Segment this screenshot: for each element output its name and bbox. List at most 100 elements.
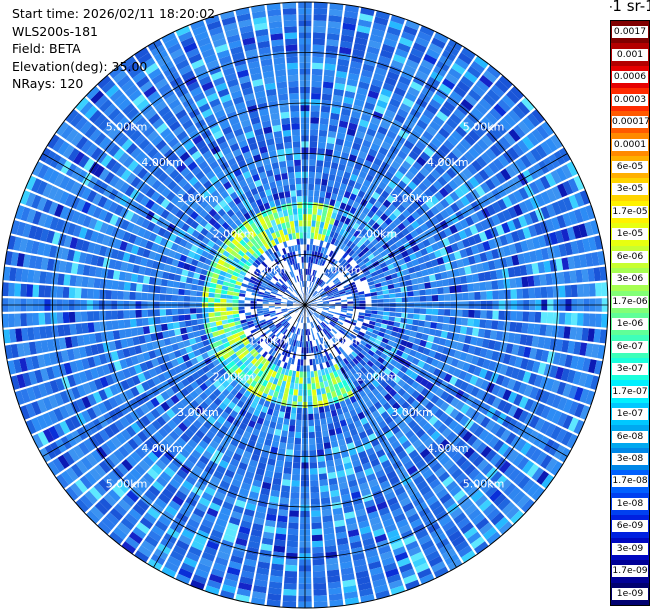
ray-gate	[342, 323, 349, 328]
ray-gate	[343, 190, 351, 199]
ray-gate	[111, 280, 119, 290]
ray-gate	[533, 222, 543, 236]
ray-gate	[334, 200, 341, 208]
ray-gate	[340, 40, 353, 49]
ray-gate	[279, 497, 290, 505]
ray-gate	[356, 25, 371, 34]
ray-gate	[564, 285, 572, 298]
ray-gate	[392, 208, 402, 218]
ray-gate	[341, 108, 351, 117]
ray-gate	[238, 293, 246, 297]
ray-gate	[291, 401, 297, 408]
ray-gate	[450, 309, 457, 317]
ray-gate	[339, 183, 347, 191]
ray-gate	[573, 255, 582, 269]
ray-gate	[493, 341, 502, 351]
ray-gate	[419, 151, 431, 162]
ray-gate	[86, 288, 94, 299]
ray-gate	[411, 325, 419, 332]
ray-gate	[316, 300, 323, 303]
ray-gate	[486, 204, 497, 216]
ray-gate	[349, 206, 357, 215]
ray-gate	[485, 319, 493, 329]
ray-gate	[516, 311, 524, 322]
ray-gate	[456, 360, 465, 370]
ray-gate	[302, 329, 305, 336]
ray-gate	[183, 308, 191, 315]
ray-gate	[328, 15, 342, 23]
ray-gate	[400, 263, 408, 271]
ray-gate	[282, 473, 292, 481]
ray-gate	[449, 90, 463, 103]
ray-gate	[339, 202, 347, 210]
ray-gate	[326, 210, 333, 218]
ray-gate	[318, 272, 323, 279]
ray-gate	[480, 379, 490, 391]
ray-gate	[405, 195, 415, 205]
ray-gate	[328, 174, 336, 182]
ray-gate	[422, 238, 431, 248]
ray-gate	[354, 195, 363, 204]
ray-gate	[361, 69, 373, 79]
ray-gate	[503, 113, 517, 128]
ray-gate	[380, 213, 389, 222]
ray-gate	[305, 293, 308, 299]
ray-gate	[307, 389, 312, 396]
ray-gate	[533, 374, 543, 388]
ray-gate	[292, 462, 301, 469]
ray-gate	[539, 420, 551, 435]
ray-gate	[344, 217, 351, 225]
ray-gate	[380, 323, 388, 329]
ray-gate	[310, 492, 320, 499]
ray-gate	[317, 303, 324, 305]
ray-gate	[564, 242, 573, 256]
ray-gate	[324, 277, 330, 283]
ray-gate	[435, 212, 445, 223]
ray-gate	[427, 142, 439, 153]
ray-gate	[325, 45, 339, 53]
ray-gate	[117, 319, 125, 329]
ray-gate	[312, 56, 324, 64]
ray-gate	[306, 293, 309, 300]
ray-gate	[273, 545, 286, 553]
ray-gate	[395, 292, 402, 298]
ray-gate	[450, 163, 462, 175]
ray-gate	[299, 377, 303, 384]
ray-gate	[39, 271, 47, 284]
ray-gate	[375, 234, 384, 242]
ray-gate	[327, 312, 334, 315]
ray-gate	[285, 381, 291, 389]
ray-gate	[455, 317, 462, 325]
ray-gate	[353, 237, 360, 245]
ray-gate	[387, 263, 395, 270]
ray-gate	[551, 201, 562, 216]
ray-gate	[174, 274, 182, 282]
ray-gate	[308, 287, 311, 294]
ray-gate	[419, 263, 427, 271]
ray-gate	[178, 315, 185, 322]
ray-gate	[397, 213, 407, 222]
ray-gate	[308, 431, 315, 439]
ray-gate	[377, 307, 384, 311]
ray-gate	[339, 46, 352, 55]
ray-gate	[232, 295, 239, 300]
ray-gate	[364, 231, 372, 239]
ray-gate	[334, 298, 341, 301]
ray-gate	[505, 366, 514, 378]
ray-gate	[422, 254, 431, 263]
ray-gate	[322, 430, 329, 438]
ray-gate	[456, 342, 464, 351]
ray-gate	[308, 281, 311, 288]
ray-gate	[539, 274, 547, 286]
ray-gate	[442, 255, 451, 264]
ray-gate	[317, 279, 323, 285]
ray-gate	[364, 133, 374, 143]
ray-gate	[308, 419, 315, 427]
ray-gate	[472, 142, 485, 155]
ray-gate	[321, 312, 327, 317]
ray-gate	[382, 315, 390, 321]
ray-gate	[189, 296, 197, 302]
ray-gate	[305, 280, 307, 287]
ray-gate	[290, 498, 300, 505]
ray-gate	[335, 213, 342, 221]
